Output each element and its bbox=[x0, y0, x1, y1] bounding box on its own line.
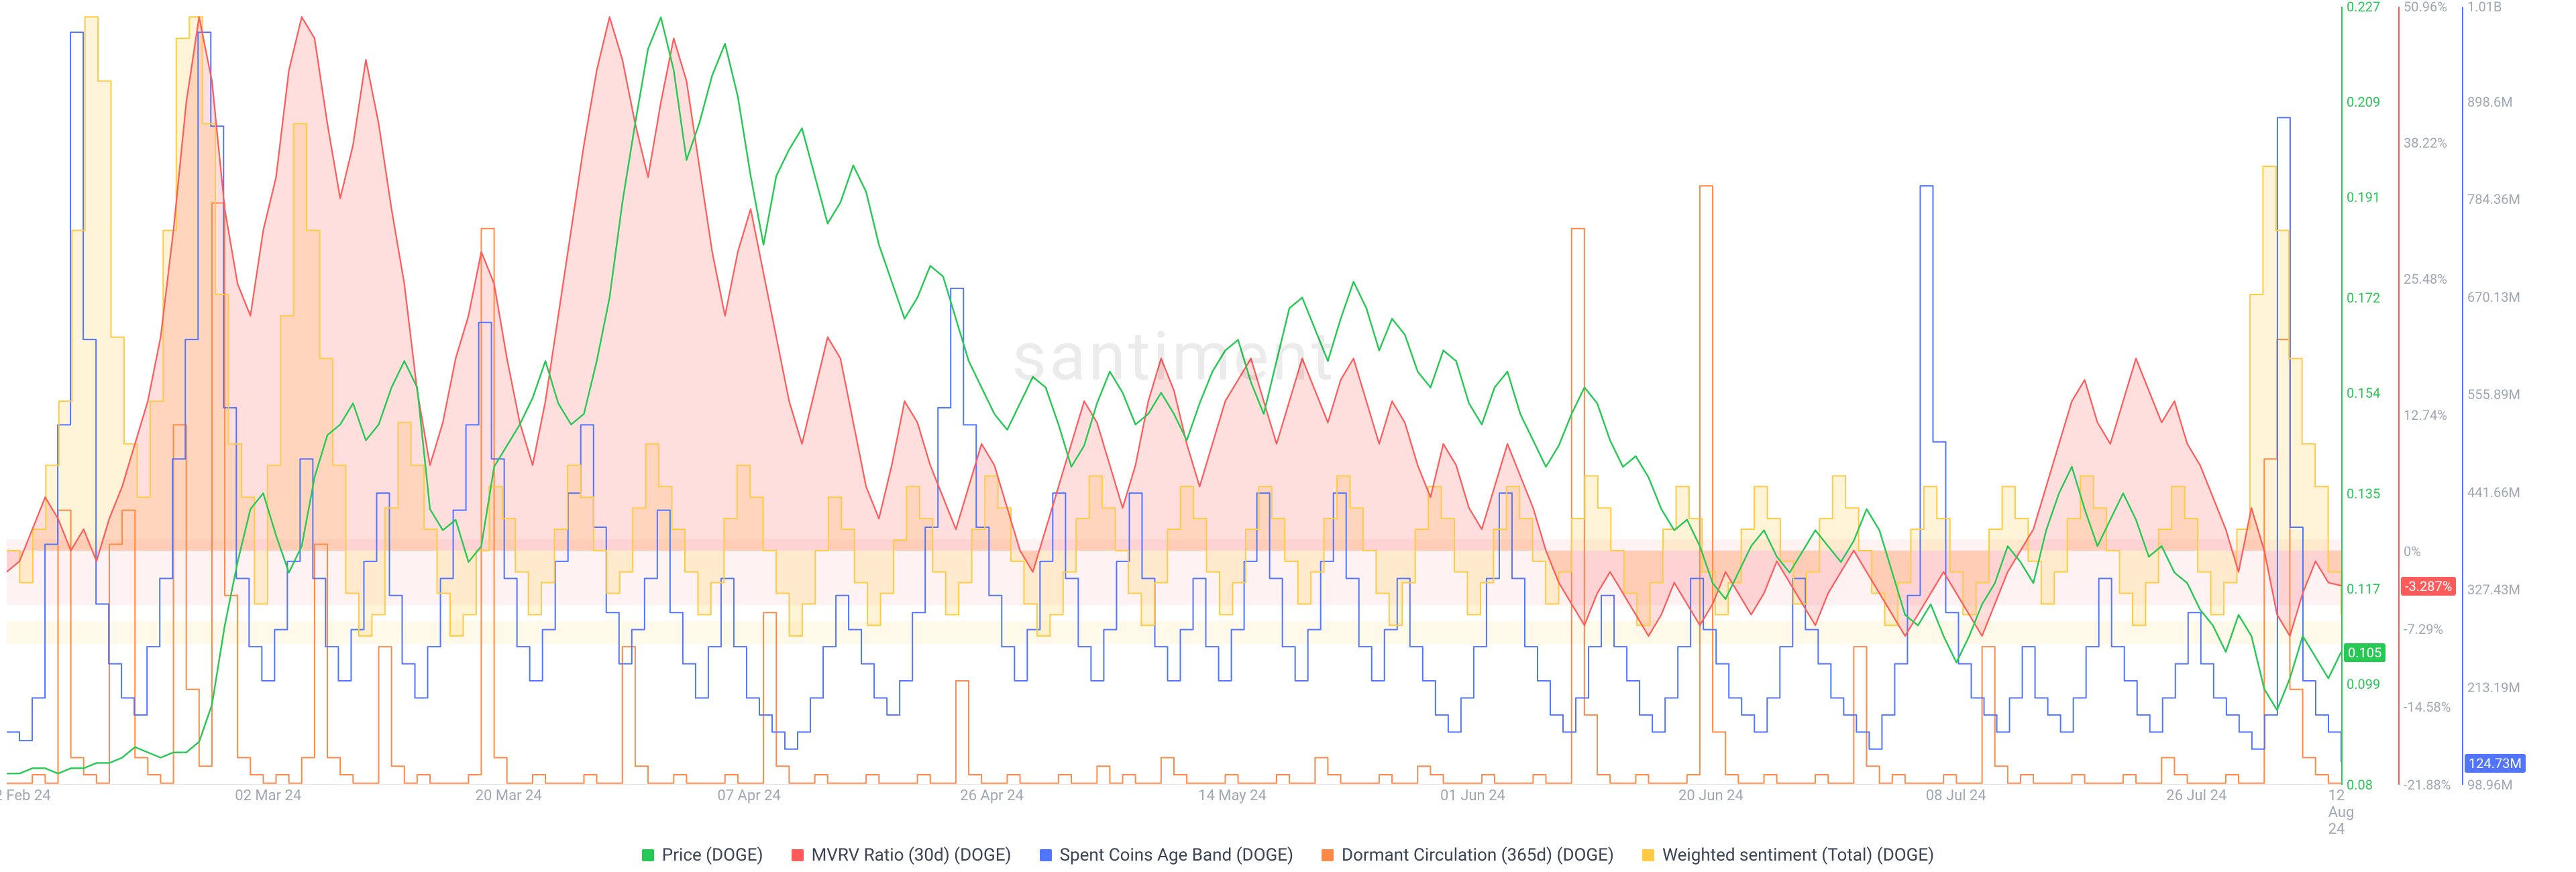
legend-item-dormant[interactable]: Dormant Circulation (365d) (DOGE) bbox=[1322, 845, 1614, 865]
y-tick-label: 0.099 bbox=[2343, 676, 2380, 692]
legend-swatch bbox=[1322, 849, 1334, 861]
legend-item-price[interactable]: Price (DOGE) bbox=[642, 845, 763, 865]
x-tick-label: 02 Mar 24 bbox=[235, 787, 301, 804]
legend-label: MVRV Ratio (30d) (DOGE) bbox=[812, 845, 1012, 865]
x-tick-label: 12 Aug 24 bbox=[2328, 787, 2355, 838]
y-tick-label: 0.191 bbox=[2343, 189, 2380, 205]
x-tick-label: 26 Apr 24 bbox=[960, 787, 1024, 804]
y-tick-label: 898.6M bbox=[2463, 94, 2513, 110]
y-axis-mvrv-sentiment: 50.96%38.22%25.48%12.74%0%-7.29%-14.58%-… bbox=[2398, 7, 2452, 785]
x-tick-label: 20 Mar 24 bbox=[476, 787, 542, 804]
x-tick-label: 07 Apr 24 bbox=[717, 787, 781, 804]
y-tick-label: 0.08 bbox=[2343, 777, 2373, 793]
y-tick-label: 12.74% bbox=[2400, 407, 2447, 423]
y-badge-price: 0.105 bbox=[2344, 643, 2385, 662]
legend-item-spent[interactable]: Spent Coins Age Band (DOGE) bbox=[1040, 845, 1293, 865]
y-badge-mvrv-sentiment: -3.287% bbox=[2401, 577, 2456, 596]
y-tick-label: -21.88% bbox=[2400, 777, 2451, 793]
y-tick-label: 441.66M bbox=[2463, 484, 2520, 500]
y-tick-label: 670.13M bbox=[2463, 289, 2520, 305]
y-tick-label: 50.96% bbox=[2400, 0, 2447, 15]
y-tick-label: 0.209 bbox=[2343, 94, 2380, 110]
y-tick-label: 0.227 bbox=[2343, 0, 2380, 15]
legend-swatch bbox=[1642, 849, 1654, 861]
y-axes: 0.2270.2090.1910.1720.1540.1350.1170.099… bbox=[2341, 7, 2569, 785]
legend-item-mvrv[interactable]: MVRV Ratio (30d) (DOGE) bbox=[792, 845, 1012, 865]
y-tick-label: 25.48% bbox=[2400, 271, 2447, 287]
y-tick-label: 1.01B bbox=[2463, 0, 2502, 15]
x-axis: 12 Feb 2402 Mar 2420 Mar 2407 Apr 2426 A… bbox=[7, 787, 2341, 808]
y-tick-label: 0.172 bbox=[2343, 290, 2380, 306]
legend-swatch bbox=[642, 849, 654, 861]
y-tick-label: 0.117 bbox=[2343, 581, 2380, 597]
y-tick-label: 213.19M bbox=[2463, 679, 2520, 696]
x-tick-label: 12 Feb 24 bbox=[0, 787, 51, 804]
plot-area[interactable]: santiment 12 Feb 2402 Mar 2420 Mar 2407 … bbox=[7, 7, 2341, 785]
y-tick-label: 784.36M bbox=[2463, 191, 2520, 207]
y-tick-label: -7.29% bbox=[2400, 621, 2443, 637]
y-badge-spent-dormant: 124.73M bbox=[2465, 754, 2526, 773]
legend-swatch bbox=[1040, 849, 1052, 861]
y-tick-label: -14.58% bbox=[2400, 699, 2451, 715]
x-tick-label: 14 May 24 bbox=[1198, 787, 1267, 804]
legend-item-sentiment[interactable]: Weighted sentiment (Total) (DOGE) bbox=[1642, 845, 1934, 865]
x-tick-label: 01 Jun 24 bbox=[1440, 787, 1505, 804]
x-tick-label: 20 Jun 24 bbox=[1678, 787, 1743, 804]
y-tick-label: 555.89M bbox=[2463, 386, 2520, 402]
y-tick-label: 38.22% bbox=[2400, 135, 2447, 151]
y-axis-price: 0.2270.2090.1910.1720.1540.1350.1170.099… bbox=[2341, 7, 2395, 785]
y-tick-label: 0.135 bbox=[2343, 486, 2380, 502]
y-tick-label: 0.154 bbox=[2343, 385, 2380, 401]
legend: Price (DOGE) MVRV Ratio (30d) (DOGE) Spent… bbox=[0, 845, 2576, 865]
y-tick-label: 327.43M bbox=[2463, 582, 2520, 598]
y-tick-label: 98.96M bbox=[2463, 777, 2513, 793]
legend-swatch bbox=[792, 849, 804, 861]
x-tick-label: 26 Jul 24 bbox=[2166, 787, 2226, 804]
legend-label: Price (DOGE) bbox=[662, 845, 763, 865]
legend-label: Spent Coins Age Band (DOGE) bbox=[1060, 845, 1293, 865]
y-axis-spent-dormant: 1.01B898.6M784.36M670.13M555.89M441.66M3… bbox=[2462, 7, 2516, 785]
legend-label: Dormant Circulation (365d) (DOGE) bbox=[1342, 845, 1614, 865]
chart-wrapper: santiment 12 Feb 2402 Mar 2420 Mar 2407 … bbox=[7, 7, 2569, 812]
y-tick-label: 0% bbox=[2400, 543, 2421, 559]
chart-svg bbox=[7, 7, 2341, 784]
x-tick-label: 08 Jul 24 bbox=[1926, 787, 1986, 804]
legend-label: Weighted sentiment (Total) (DOGE) bbox=[1662, 845, 1934, 865]
